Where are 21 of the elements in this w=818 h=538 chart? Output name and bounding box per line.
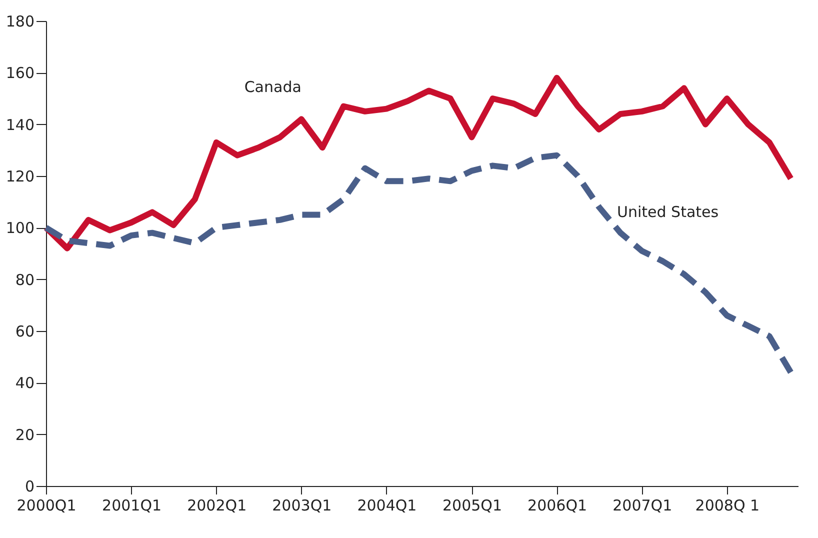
series-label: United States [616, 203, 719, 221]
x-tick-label: 2001Q1 [102, 496, 162, 514]
series-label: Canada [244, 78, 302, 96]
x-tick-label: 2007Q1 [612, 496, 672, 514]
x-tick-label: 2005Q1 [442, 496, 502, 514]
x-tick-label: 2008Q 1 [695, 496, 760, 514]
y-tick-label: 140 [6, 116, 34, 134]
y-tick-label: 0 [24, 478, 34, 496]
y-tick-label: 80 [15, 270, 34, 289]
y-tick-label: 180 [6, 12, 34, 30]
y-tick-label: 40 [15, 374, 34, 392]
x-tick-label: 2000Q1 [16, 496, 76, 514]
x-tick-label: 2002Q1 [187, 496, 247, 514]
x-tick-label: 2004Q1 [357, 496, 417, 514]
y-tick-label: 160 [6, 64, 34, 82]
x-tick-label: 2006Q1 [528, 496, 588, 514]
y-tick-label: 60 [15, 322, 34, 340]
y-tick-label: 20 [15, 426, 34, 444]
x-tick-label: 2003Q1 [272, 496, 332, 514]
y-tick-label: 120 [6, 168, 34, 186]
y-tick-label: 100 [6, 219, 34, 238]
